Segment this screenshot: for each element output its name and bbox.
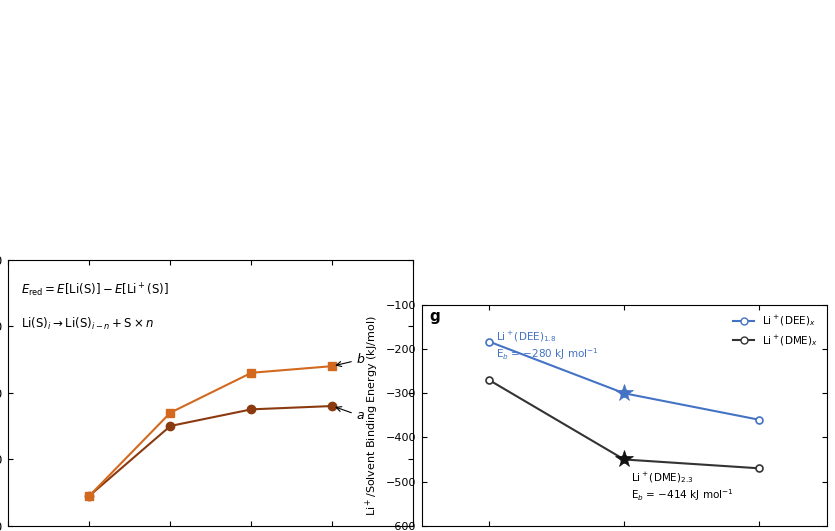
Text: g: g	[430, 310, 440, 324]
Text: ${\rm Li(S)}_i \rightarrow {\rm Li(S)}_{i-n} + {\rm S} \times n$: ${\rm Li(S)}_i \rightarrow {\rm Li(S)}_{…	[21, 316, 154, 332]
Legend: Li$^+$(DEE)$_x$, Li$^+$(DME)$_x$: Li$^+$(DEE)$_x$, Li$^+$(DME)$_x$	[730, 310, 822, 351]
Text: Li$^+$(DEE)$_{1.8}$
E$_b$ = $-$280 kJ mol$^{-1}$: Li$^+$(DEE)$_{1.8}$ E$_b$ = $-$280 kJ mo…	[496, 329, 599, 362]
Text: b: b	[337, 353, 365, 366]
Y-axis label: Li$^+$/Solvent Binding Energy (kJ/mol): Li$^+$/Solvent Binding Energy (kJ/mol)	[363, 315, 381, 516]
Text: a: a	[337, 407, 364, 423]
Text: $E_{\rm red} = E[{\rm Li(S)}] - E[{\rm Li^+(S)}]$: $E_{\rm red} = E[{\rm Li(S)}] - E[{\rm L…	[21, 281, 169, 299]
Text: Li$^+$(DME)$_{2.3}$
E$_b$ = $-$414 kJ mol$^{-1}$: Li$^+$(DME)$_{2.3}$ E$_b$ = $-$414 kJ mo…	[631, 470, 733, 503]
